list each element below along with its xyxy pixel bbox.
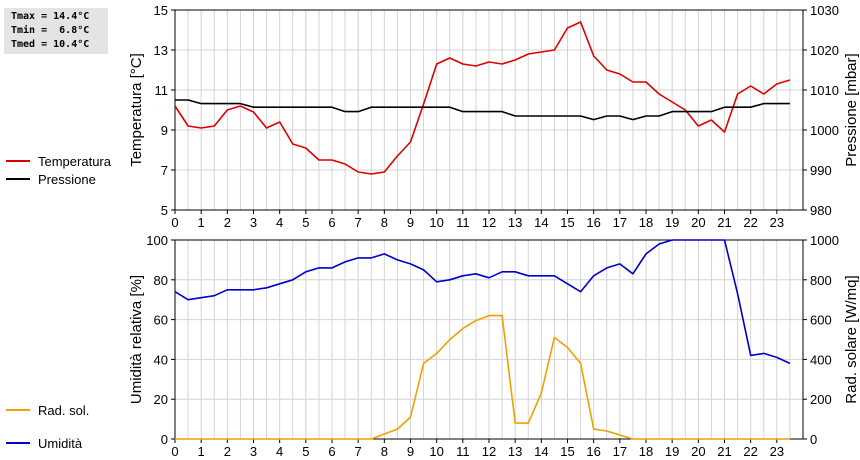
y-tick-label: 0	[161, 432, 168, 447]
x-tick-label: 23	[770, 215, 784, 230]
x-tick-label: 11	[456, 215, 470, 230]
x-tick-label: 18	[639, 215, 653, 230]
y2-axis-label: Pressione [mbar]	[843, 53, 860, 166]
x-tick-label: 17	[613, 215, 627, 230]
x-tick-label: 18	[639, 444, 653, 459]
x-tick-label: 6	[328, 444, 335, 459]
legend-label-pressione: Pressione	[38, 172, 96, 187]
y-tick-label: 11	[155, 83, 169, 98]
x-tick-label: 15	[560, 215, 574, 230]
x-tick-label: 12	[482, 215, 496, 230]
x-tick-label: 8	[381, 215, 388, 230]
stat-tmed: Tmed = 10.4°C	[11, 39, 90, 50]
y2-tick-label: 1020	[810, 43, 839, 58]
y2-tick-label: 1000	[810, 233, 839, 248]
y-tick-label: 13	[154, 43, 168, 58]
x-tick-label: 4	[276, 444, 283, 459]
x-tick-label: 7	[355, 444, 362, 459]
y2-tick-label: 990	[810, 163, 832, 178]
x-tick-label: 21	[717, 444, 731, 459]
y2-tick-label: 1000	[810, 123, 839, 138]
series-line-temperatura	[174, 21, 791, 175]
y-tick-label: 5	[161, 203, 168, 218]
x-tick-label: 22	[743, 215, 757, 230]
x-tick-label: 5	[302, 444, 309, 459]
x-tick-label: 2	[224, 215, 231, 230]
x-tick-label: 10	[429, 215, 443, 230]
y2-tick-label: 400	[810, 352, 832, 367]
x-tick-label: 22	[743, 444, 757, 459]
x-tick-label: 14	[534, 215, 548, 230]
x-tick-label: 8	[381, 444, 388, 459]
x-tick-label: 21	[717, 215, 731, 230]
x-tick-label: 20	[691, 215, 705, 230]
y2-tick-label: 800	[810, 273, 832, 288]
x-tick-label: 0	[171, 444, 178, 459]
x-tick-label: 6	[328, 215, 335, 230]
x-tick-label: 19	[665, 215, 679, 230]
x-tick-label: 3	[250, 215, 257, 230]
x-tick-label: 19	[665, 444, 679, 459]
series-line-umidit	[174, 239, 791, 365]
y-tick-label: 60	[154, 313, 168, 328]
legend-label-temperatura: Temperatura	[38, 154, 112, 169]
y2-tick-label: 1030	[810, 3, 839, 18]
series-line-rad-sol	[175, 314, 790, 440]
x-tick-label: 15	[560, 444, 574, 459]
stats-box: Tmax = 14.4°C Tmin = 6.8°C Tmed = 10.4°C	[4, 8, 108, 54]
y-tick-label: 7	[161, 163, 168, 178]
stat-tmin: Tmin = 6.8°C	[11, 25, 90, 36]
x-tick-label: 10	[429, 444, 443, 459]
chart-panel-humidity-radiation: 0 1 2 3 4 5 6 7 8 9 10 11 12 13 14 15 16 17 18 19 20 21 22 2302…	[6, 233, 860, 459]
series-line-pressione	[175, 99, 790, 121]
x-tick-label: 1	[198, 444, 205, 459]
x-tick-label: 7	[355, 215, 362, 230]
x-tick-label: 12	[482, 444, 496, 459]
y2-tick-label: 600	[810, 313, 832, 328]
y-tick-label: 80	[154, 273, 168, 288]
y2-tick-label: 200	[810, 392, 832, 407]
x-tick-label: 3	[250, 444, 257, 459]
legend-label-rad-sol: Rad. sol.	[38, 403, 89, 418]
y2-tick-label: 1010	[810, 83, 839, 98]
y-axis-label: Temperatura [°C]	[128, 53, 145, 167]
y2-tick-label: 0	[810, 432, 817, 447]
x-tick-label: 9	[407, 444, 414, 459]
y2-tick-label: 980	[810, 203, 832, 218]
y-tick-label: 40	[154, 352, 168, 367]
y-axis-label: Umidità relativa [%]	[128, 275, 145, 404]
y-tick-label: 9	[161, 123, 168, 138]
legend-label-umidit: Umidità	[38, 436, 83, 451]
x-tick-label: 2	[224, 444, 231, 459]
x-tick-label: 20	[691, 444, 705, 459]
x-tick-label: 9	[407, 215, 414, 230]
y-tick-label: 15	[154, 3, 168, 18]
y-tick-label: 100	[146, 233, 168, 248]
x-tick-label: 1	[198, 215, 205, 230]
x-tick-label: 14	[534, 444, 548, 459]
x-tick-label: 4	[276, 215, 283, 230]
x-tick-label: 5	[302, 215, 309, 230]
chart-panel-temp-pressure: 0 1 2 3 4 5 6 7 8 9 10 11 12 13 14 15 16 17 18 19 20 21 22 2357…	[6, 3, 860, 230]
x-tick-label: 17	[613, 444, 627, 459]
stat-tmax: Tmax = 14.4°C	[11, 11, 90, 22]
x-tick-label: 16	[586, 444, 600, 459]
x-tick-label: 23	[770, 444, 784, 459]
x-tick-label: 11	[456, 444, 470, 459]
x-tick-label: 13	[508, 444, 522, 459]
y-tick-label: 20	[154, 392, 168, 407]
x-tick-label: 16	[586, 215, 600, 230]
x-tick-label: 13	[508, 215, 522, 230]
x-tick-label: 0	[171, 215, 178, 230]
y2-axis-label: Rad. solare [W/mq]	[843, 275, 860, 403]
